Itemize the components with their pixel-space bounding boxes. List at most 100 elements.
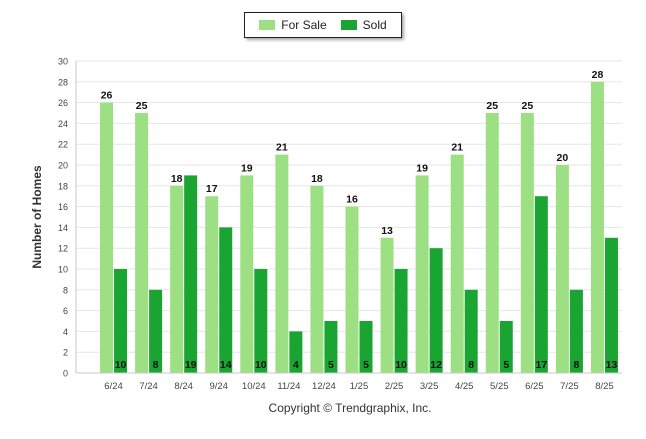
- bar-sold: [359, 321, 373, 373]
- data-label-sold: 10: [115, 359, 127, 371]
- bar-for-sale: [170, 185, 184, 373]
- bar-for-sale: [345, 206, 359, 373]
- data-label-sold: 8: [573, 359, 579, 371]
- y-tick-label: 14: [58, 223, 68, 233]
- x-tick-label: 8/25: [595, 381, 614, 392]
- data-label-for-sale: 19: [241, 162, 253, 174]
- y-tick-label: 26: [58, 98, 68, 108]
- bar-for-sale: [205, 196, 219, 373]
- y-tick-label: 12: [58, 244, 68, 254]
- bar-sold: [219, 227, 233, 373]
- y-tick-label: 6: [63, 306, 68, 316]
- x-tick-label: 11/24: [277, 381, 300, 392]
- y-tick-label: 2: [63, 348, 68, 358]
- data-label-sold: 8: [468, 359, 474, 371]
- data-label-for-sale: 25: [486, 100, 498, 112]
- bar-sold: [534, 196, 548, 373]
- data-label-for-sale: 25: [521, 100, 533, 112]
- bar-for-sale: [275, 154, 289, 373]
- x-tick-label: 9/24: [209, 381, 228, 392]
- legend-label-for-sale: For Sale: [281, 18, 327, 32]
- legend-item-for-sale: For Sale: [259, 18, 327, 32]
- data-label-for-sale: 21: [276, 142, 288, 154]
- x-tick-label: 2/25: [385, 381, 404, 392]
- y-tick-label: 22: [58, 140, 68, 150]
- bar-for-sale: [485, 113, 499, 373]
- data-label-sold: 10: [255, 359, 267, 371]
- y-tick-label: 18: [58, 181, 68, 191]
- data-label-for-sale: 20: [557, 152, 569, 164]
- data-label-sold: 13: [606, 359, 618, 371]
- data-label-sold: 12: [430, 359, 442, 371]
- bar-for-sale: [415, 175, 429, 373]
- copyright-text: Copyright © Trendgraphix, Inc.: [268, 401, 432, 415]
- bar-sold: [499, 321, 513, 373]
- bar-for-sale: [590, 81, 604, 374]
- x-tick-label: 1/25: [350, 381, 369, 392]
- x-tick-label: 7/24: [139, 381, 158, 392]
- legend-label-sold: Sold: [362, 18, 387, 32]
- bars: [100, 81, 618, 374]
- bar-sold: [604, 237, 618, 373]
- y-tick-label: 4: [63, 327, 68, 337]
- bar-for-sale: [450, 154, 464, 373]
- bar-sold: [429, 248, 443, 373]
- data-label-sold: 19: [185, 359, 197, 371]
- x-tick-label: 12/24: [312, 381, 336, 392]
- y-tick-label: 28: [58, 77, 68, 87]
- y-tick-label: 24: [58, 119, 68, 129]
- y-tick-label: 8: [63, 285, 68, 295]
- data-labels: 26 10 25 8 18 19 17 14 19 10 21 4 18 5 16 5 13 10 19 12 21 8 2…: [101, 69, 618, 371]
- x-tick-label: 3/25: [420, 381, 439, 392]
- bar-for-sale: [380, 237, 394, 373]
- x-tick-label: 8/24: [174, 381, 193, 392]
- data-label-sold: 8: [153, 359, 159, 371]
- x-tick-label: 4/25: [455, 381, 474, 392]
- data-label-sold: 4: [293, 359, 299, 371]
- bar-for-sale: [240, 175, 254, 373]
- data-label-sold: 10: [395, 359, 407, 371]
- bar-sold: [569, 289, 583, 373]
- data-label-for-sale: 17: [206, 183, 218, 195]
- legend: For Sale Sold: [244, 12, 402, 38]
- y-tick-label: 20: [58, 161, 68, 171]
- bar-for-sale: [310, 185, 324, 373]
- bar-sold: [394, 269, 408, 373]
- x-tick-label: 7/25: [560, 381, 579, 392]
- bar-for-sale: [135, 113, 149, 373]
- bar-sold: [184, 175, 198, 373]
- bar-sold: [464, 289, 478, 373]
- data-label-sold: 5: [363, 359, 369, 371]
- x-tick-label: 6/24: [104, 381, 123, 392]
- bar-sold: [114, 269, 128, 373]
- y-axis-title: Number of Homes: [30, 165, 44, 269]
- bar-for-sale: [520, 113, 534, 373]
- bar-sold: [149, 289, 163, 373]
- y-tick-label: 30: [58, 57, 68, 67]
- x-tick-label: 5/25: [490, 381, 509, 392]
- data-label-sold: 14: [220, 359, 232, 371]
- bar-sold: [324, 321, 338, 373]
- data-label-sold: 17: [535, 359, 547, 371]
- bar-sold: [254, 269, 268, 373]
- legend-swatch-for-sale: [259, 20, 276, 30]
- legend-item-sold: Sold: [340, 18, 387, 32]
- data-label-for-sale: 18: [311, 173, 323, 185]
- data-label-sold: 5: [503, 359, 509, 371]
- y-tick-label: 10: [58, 265, 68, 275]
- x-tick-label: 10/24: [242, 381, 266, 392]
- y-tick-label: 0: [63, 369, 68, 379]
- data-label-for-sale: 16: [346, 194, 358, 206]
- data-label-for-sale: 13: [381, 225, 393, 237]
- x-tick-label: 6/25: [525, 381, 544, 392]
- data-label-for-sale: 25: [136, 100, 148, 112]
- legend-swatch-sold: [340, 20, 357, 30]
- bar-for-sale: [555, 165, 569, 373]
- data-label-for-sale: 28: [592, 69, 604, 81]
- bar-sold: [289, 331, 303, 373]
- bar-for-sale: [100, 102, 114, 373]
- data-label-sold: 5: [328, 359, 334, 371]
